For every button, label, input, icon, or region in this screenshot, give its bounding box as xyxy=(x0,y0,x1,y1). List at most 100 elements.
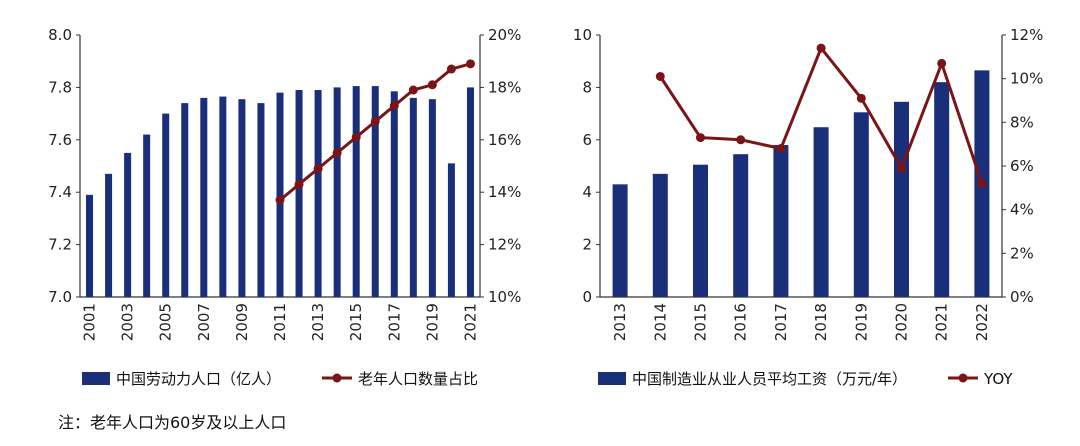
line-point xyxy=(446,64,456,74)
bar xyxy=(162,113,170,297)
bar xyxy=(390,91,398,297)
x-tick-label: 2015 xyxy=(347,303,365,341)
line-point xyxy=(655,71,665,81)
x-tick-label: 2001 xyxy=(81,303,99,341)
bar xyxy=(86,194,94,297)
legend-line-marker xyxy=(958,373,968,383)
legend-bar-swatch xyxy=(82,372,110,385)
bar xyxy=(276,92,284,297)
x-tick-label: 2017 xyxy=(385,303,403,341)
right-axis-tick-label: 14% xyxy=(488,183,521,201)
line-point xyxy=(776,144,786,154)
line-point xyxy=(427,80,437,90)
right-axis-tick-label: 20% xyxy=(488,26,521,44)
left-axis-tick-label: 4 xyxy=(582,183,592,201)
footnote: 注：老年人口为60岁及以上人口 xyxy=(58,413,286,432)
right-axis-tick-label: 0% xyxy=(1010,288,1034,306)
line-point xyxy=(816,43,826,53)
x-tick-label: 2007 xyxy=(195,303,213,341)
bar xyxy=(773,145,789,297)
x-tick-label: 2015 xyxy=(692,303,710,341)
bar xyxy=(333,87,341,298)
left-axis-tick-label: 0 xyxy=(582,288,592,306)
x-tick-label: 2009 xyxy=(233,303,251,341)
x-tick-label: 2022 xyxy=(973,303,991,341)
line-point xyxy=(977,178,987,188)
bar xyxy=(314,90,322,298)
x-tick-label: 2013 xyxy=(611,303,629,341)
bar xyxy=(143,134,151,297)
bar xyxy=(371,86,379,297)
x-tick-label: 2013 xyxy=(309,303,327,341)
right-axis-tick-label: 12% xyxy=(488,236,521,254)
bar xyxy=(409,97,417,297)
left-axis-tick-label: 7.4 xyxy=(48,183,72,201)
bar xyxy=(652,173,668,297)
x-tick-label: 2020 xyxy=(893,303,911,341)
line-point xyxy=(408,85,418,95)
x-tick-label: 2003 xyxy=(119,303,137,341)
left-axis-tick-label: 7.6 xyxy=(48,131,72,149)
bar xyxy=(428,99,436,297)
line-point xyxy=(332,148,342,158)
bar xyxy=(447,163,455,297)
legend-line-label: YOY xyxy=(983,370,1013,388)
line-point xyxy=(351,132,361,142)
line-point xyxy=(736,135,746,145)
line-point xyxy=(370,116,380,126)
legend-line-marker xyxy=(332,373,342,383)
manufacturing-wage-chart: 0 2 4 6 8 10 0% 2% 4% 6% 8% 10% 12% 2013 2014 2015 2016 2… xyxy=(573,26,1043,388)
bar xyxy=(466,87,474,298)
line-point xyxy=(696,133,705,143)
line-point xyxy=(294,179,304,189)
x-tick-label: 2016 xyxy=(732,303,750,341)
x-tick-label: 2017 xyxy=(772,303,790,341)
left-axis-tick-label: 7.2 xyxy=(48,236,72,254)
bar xyxy=(295,90,303,298)
x-tick-label: 2021 xyxy=(461,303,479,341)
left-axis-tick-label: 6 xyxy=(582,131,592,149)
line-point xyxy=(937,58,947,68)
right-axis-tick-label: 10% xyxy=(1010,70,1043,88)
legend-line-label: 老年人口数量占比 xyxy=(358,370,478,388)
bar xyxy=(219,96,227,297)
line-point xyxy=(313,164,323,174)
x-tick-label: 2005 xyxy=(157,303,175,341)
bar xyxy=(200,97,208,297)
bar xyxy=(257,103,265,298)
bar xyxy=(124,152,132,297)
bar xyxy=(813,127,829,297)
bar xyxy=(238,99,246,297)
right-axis-tick-label: 4% xyxy=(1010,201,1034,219)
left-axis-tick-label: 8.0 xyxy=(48,26,72,44)
right-axis-tick-label: 16% xyxy=(488,131,521,149)
x-tick-label: 2014 xyxy=(651,303,669,341)
right-axis-tick-label: 2% xyxy=(1010,244,1034,262)
right-axis-tick-label: 10% xyxy=(488,288,521,306)
bar xyxy=(352,86,360,297)
x-tick-label: 2011 xyxy=(271,303,289,341)
left-axis-tick-label: 7.8 xyxy=(48,78,72,96)
legend-bar-label: 中国劳动力人口（亿人） xyxy=(116,370,281,388)
left-axis-tick-label: 10 xyxy=(573,26,592,44)
left-axis-tick-label: 8 xyxy=(582,78,592,96)
line-point xyxy=(275,195,285,205)
right-axis-tick-label: 6% xyxy=(1010,157,1034,175)
legend-bar-label: 中国制造业从业人员平均工资（万元/年） xyxy=(632,370,907,388)
legend-bar-swatch xyxy=(598,372,626,385)
x-tick-label: 2018 xyxy=(812,303,830,341)
left-axis-tick-label: 7.0 xyxy=(48,288,72,306)
bar xyxy=(894,101,909,297)
x-tick-label: 2021 xyxy=(933,303,951,341)
left-axis-tick-label: 2 xyxy=(582,236,592,254)
right-axis-tick-label: 18% xyxy=(488,78,521,96)
line-point xyxy=(897,163,906,173)
bar xyxy=(612,184,628,297)
x-tick-label: 2019 xyxy=(852,303,870,341)
line-point xyxy=(389,101,399,111)
x-tick-label: 2019 xyxy=(423,303,441,341)
line-point xyxy=(465,59,475,69)
bar xyxy=(693,164,708,297)
bar xyxy=(105,173,113,297)
